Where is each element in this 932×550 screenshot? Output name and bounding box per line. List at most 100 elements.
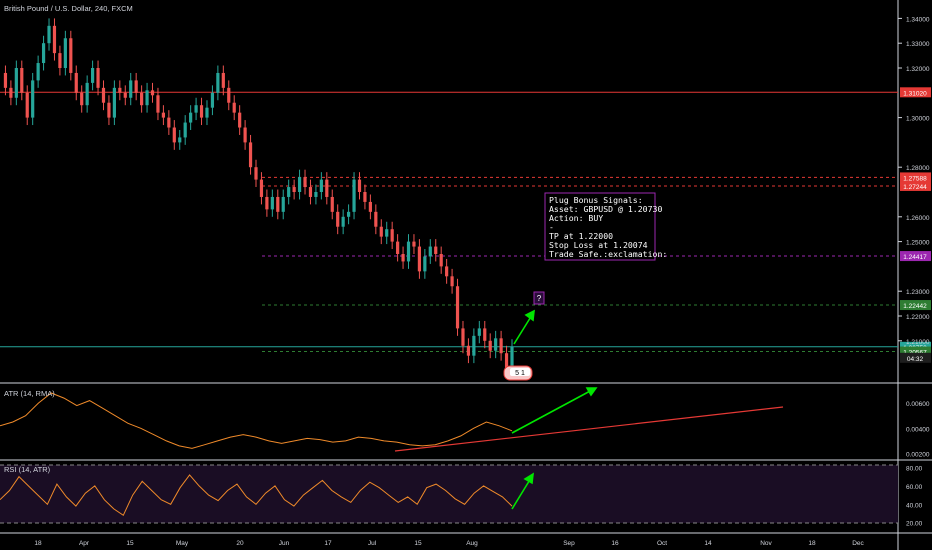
question-badge[interactable]: ? xyxy=(533,291,545,305)
signal-text: Plug Bonus Signals: Asset: GBPUSD @ 1.207… xyxy=(549,195,667,259)
rsi-tick-label-0: 80.00 xyxy=(906,466,923,473)
atr-line xyxy=(0,392,513,449)
arrow-rsi[interactable] xyxy=(511,472,534,510)
level-tag-label-0: 1.31020 xyxy=(903,90,927,97)
atr-tick-label-0: 0.00600 xyxy=(906,401,930,408)
level-tag-4 xyxy=(900,300,931,311)
price-candle-39 xyxy=(210,92,215,108)
price-candle-13 xyxy=(69,38,73,73)
price-candle-8 xyxy=(41,43,46,64)
price-candle-5 xyxy=(25,92,29,118)
price-candle-55 xyxy=(297,177,302,192)
signal-line-3: - xyxy=(549,222,554,232)
countdown-label: 04:32 xyxy=(907,356,924,363)
price-candle-75 xyxy=(406,241,411,262)
price-candle-83 xyxy=(450,276,454,287)
arrow-price[interactable] xyxy=(513,309,535,345)
time-tick-label-8: 15 xyxy=(414,540,422,547)
price-candle-16 xyxy=(85,82,89,106)
price-tick-label-4: 1.28000 xyxy=(906,165,930,172)
price-candle-77 xyxy=(417,246,422,272)
price-candle-44 xyxy=(238,112,242,128)
price-candle-35 xyxy=(189,112,193,123)
axes: 1.34000 1.33000 1.32000 1.30000 1.28000 1.260… xyxy=(34,16,929,547)
price-candle-34 xyxy=(183,122,187,138)
price-tick-label-0: 1.34000 xyxy=(906,16,930,23)
price-bubble[interactable]: 5 1 xyxy=(503,365,533,381)
price-candle-28 xyxy=(150,90,155,96)
price-candle-23 xyxy=(123,92,127,98)
atr-tick-label-1: 0.00400 xyxy=(906,426,930,433)
price-candle-67 xyxy=(363,192,367,202)
time-tick-label-9: Aug xyxy=(466,540,478,547)
price-candle-93 xyxy=(504,353,509,369)
atr-tick-label-2: 0.00200 xyxy=(906,451,930,458)
level-tag-3 xyxy=(900,251,931,262)
price-candle-84 xyxy=(455,286,460,329)
symbol-title[interactable]: British Pound / U.S. Dollar, 240, FXCM xyxy=(4,4,133,13)
level-tag-0 xyxy=(900,87,931,98)
time-tick-label-14: Nov xyxy=(760,540,772,547)
price-tick-label-8: 1.22000 xyxy=(906,314,930,321)
countdown-tag xyxy=(900,352,931,363)
price-candle-43 xyxy=(232,102,236,113)
price-candle-18 xyxy=(96,68,100,88)
price-candle-58 xyxy=(314,192,318,197)
time-tick-label-1: Apr xyxy=(79,540,90,547)
price-candle-62 xyxy=(336,211,340,227)
price-candle-12 xyxy=(63,38,67,68)
price-pane[interactable] xyxy=(0,0,898,382)
price-candle-87 xyxy=(472,335,476,356)
signal-line-6: Trade Safe.:exclamation: xyxy=(549,249,667,259)
level-tag-label-1: 1.27588 xyxy=(903,175,927,182)
price-candle-45 xyxy=(243,127,247,143)
signal-line-2: Action: BUY xyxy=(549,213,603,223)
price-candle-17 xyxy=(90,68,95,83)
rsi-tick-label-3: 20.00 xyxy=(906,521,923,528)
atr-trendline[interactable] xyxy=(394,406,784,452)
price-candle-73 xyxy=(396,241,400,254)
time-tick-label-4: 20 xyxy=(236,540,244,547)
price-candle-89 xyxy=(483,328,487,341)
price-tick-label-5: 1.26000 xyxy=(906,215,930,222)
time-tick-label-7: Jul xyxy=(368,540,377,547)
price-candle-52 xyxy=(281,196,285,212)
price-candle-3 xyxy=(14,68,18,98)
price-candle-60 xyxy=(325,179,329,197)
time-tick-label-12: Oct xyxy=(657,540,667,547)
level-tag-6 xyxy=(900,346,931,357)
atr-label[interactable]: ATR (14, RMA) xyxy=(4,389,55,398)
price-candle-48 xyxy=(259,179,264,197)
price-candle-32 xyxy=(172,127,176,143)
price-candle-79 xyxy=(428,246,432,257)
price-candle-11 xyxy=(58,53,62,68)
arrow-atr[interactable] xyxy=(511,387,598,434)
rsi-label[interactable]: RSI (14, ATR) xyxy=(4,465,51,474)
price-candle-68 xyxy=(368,201,372,212)
price-candle-82 xyxy=(445,266,449,277)
time-tick-label-16: Dec xyxy=(852,540,864,547)
price-candle-15 xyxy=(80,92,84,106)
signal-line-0: Plug Bonus Signals: xyxy=(549,195,643,205)
signal-box[interactable]: Plug Bonus Signals: Asset: GBPUSD @ 1.207… xyxy=(544,192,667,261)
price-candle-49 xyxy=(265,196,269,210)
price-candle-38 xyxy=(205,107,209,118)
price-candle-33 xyxy=(178,137,182,143)
price-candle-7 xyxy=(36,63,40,81)
price-candle-27 xyxy=(145,90,149,106)
price-candle-71 xyxy=(385,229,389,237)
price-candle-47 xyxy=(254,167,258,180)
price-candle-21 xyxy=(112,87,116,118)
time-tick-label-3: May xyxy=(176,540,189,547)
price-candle-85 xyxy=(461,328,465,346)
price-candle-46 xyxy=(248,142,253,168)
price-candle-20 xyxy=(107,102,111,118)
price-candle-70 xyxy=(379,226,383,237)
price-candle-63 xyxy=(341,216,345,227)
signal-line-1: Asset: GBPUSD @ 1.20730 xyxy=(549,204,662,214)
price-candle-80 xyxy=(434,246,438,254)
price-series xyxy=(3,18,514,376)
price-tick-label-6: 1.25000 xyxy=(906,240,930,247)
price-candle-41 xyxy=(221,72,225,88)
